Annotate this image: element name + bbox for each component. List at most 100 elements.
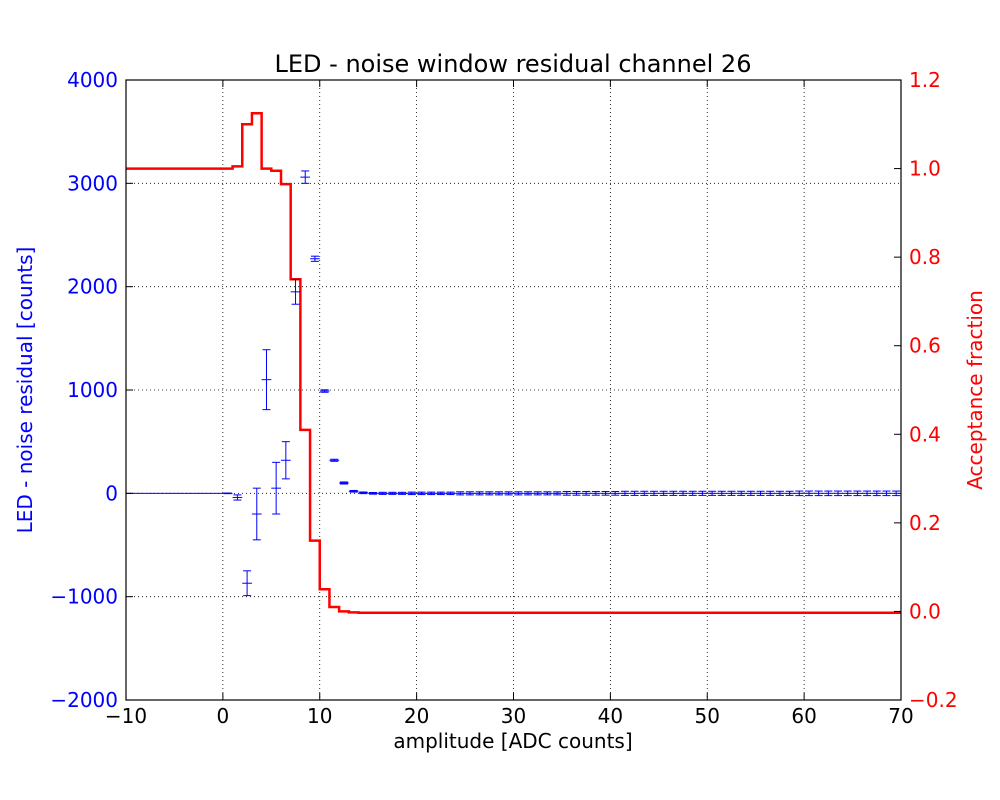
ticks-layer: −10 0 10 20 30 40 50 60 70 −2000 −1000 0 1000 2000 300… [50, 68, 957, 728]
residual-errorbar [339, 481, 349, 485]
y-left-tick-label: 0 [105, 481, 118, 505]
chart-title: LED - noise window residual channel 26 [275, 50, 752, 78]
y-left-tick-label: −2000 [50, 688, 118, 712]
residual-errorbar [658, 490, 669, 496]
residual-errorbar [300, 170, 311, 184]
residual-errorbar [571, 490, 582, 496]
residual-errorbar [251, 487, 262, 541]
x-tick-label: 50 [695, 704, 720, 728]
x-tick-label: −10 [105, 704, 147, 728]
residual-errorbar [852, 490, 863, 497]
x-tick-label: 70 [888, 704, 913, 728]
residual-errorbar [222, 492, 233, 495]
residual-errorbar [406, 491, 417, 496]
residual-errorbar [804, 490, 814, 497]
residual-errorbar [232, 494, 243, 501]
y-right-tick-label: 0.4 [909, 422, 941, 446]
residual-errorbar [775, 490, 785, 496]
residual-errorbar [358, 491, 369, 495]
residual-errorbar [813, 490, 824, 497]
residual-errorbar [842, 490, 853, 497]
residual-errorbar [620, 490, 630, 496]
residual-errorbar [319, 389, 330, 393]
y-right-tick-label: −0.2 [909, 688, 958, 712]
y-right-tick-label: 0.2 [909, 511, 941, 535]
residual-errorbar [290, 278, 301, 305]
residual-errorbar [716, 490, 727, 496]
residual-errorbar [445, 491, 456, 496]
residual-errorbar [377, 491, 388, 495]
residual-errorbar [484, 491, 495, 496]
residual-errorbar [242, 570, 252, 597]
residual-errorbar [697, 490, 708, 496]
residual-errorbar [348, 489, 359, 493]
residual-errorbar [523, 491, 533, 496]
residual-errorbar [823, 490, 834, 497]
y-right-tick-label: 0.0 [909, 599, 941, 623]
residual-errorbar [368, 492, 378, 495]
residual-errorbar [881, 490, 892, 497]
y-left-tick-label: 2000 [67, 275, 118, 299]
residual-errorbar [639, 490, 650, 496]
residual-errorbar [591, 490, 601, 496]
y-right-tick-label: 1.0 [909, 157, 941, 181]
residual-errorbar [871, 490, 882, 497]
residual-errorbar-layer [126, 170, 901, 597]
residual-errorbar [755, 490, 766, 496]
residual-errorbar [862, 490, 872, 497]
residual-errorbar [833, 490, 843, 497]
y-right-tick-label: 0.6 [909, 334, 941, 358]
residual-errorbar [465, 491, 475, 496]
y-left-tick-label: 3000 [67, 171, 118, 195]
residual-errorbar [426, 491, 436, 496]
residual-errorbar [474, 491, 485, 496]
x-tick-label: 40 [598, 704, 623, 728]
residual-errorbar [310, 255, 320, 262]
residual-errorbar [794, 490, 805, 497]
residual-errorbar [281, 441, 291, 480]
residual-errorbar [387, 491, 398, 495]
residual-errorbar [532, 491, 543, 496]
residual-errorbar [746, 490, 756, 496]
residual-errorbar [726, 490, 737, 496]
residual-errorbar [329, 458, 340, 462]
residual-errorbar [678, 490, 688, 496]
residual-errorbar [397, 491, 407, 495]
x-tick-label: 0 [217, 704, 230, 728]
residual-errorbar [494, 491, 504, 496]
residual-errorbar [271, 461, 281, 515]
y-left-axis-title: LED - noise residual [counts] [13, 247, 37, 534]
y-left-tick-label: 1000 [67, 378, 118, 402]
residual-errorbar [416, 491, 427, 496]
y-right-axis-title: Acceptance fraction [963, 290, 987, 490]
y-right-tick-label: 0.8 [909, 245, 941, 269]
residual-errorbar [687, 490, 698, 496]
x-tick-label: 20 [404, 704, 429, 728]
residual-errorbar [542, 491, 553, 496]
residual-errorbar [513, 491, 524, 496]
x-tick-label: 60 [791, 704, 816, 728]
y-right-tick-label: 1.2 [909, 68, 941, 92]
x-axis-title: amplitude [ADC counts] [393, 729, 632, 753]
residual-errorbar [581, 490, 591, 496]
residual-errorbar [765, 490, 776, 496]
residual-errorbar [736, 490, 746, 496]
residual-errorbar [707, 490, 717, 496]
residual-errorbar [891, 490, 901, 497]
residual-errorbar [629, 490, 640, 496]
residual-errorbar [552, 491, 562, 496]
residual-errorbar [610, 490, 621, 496]
residual-errorbar [649, 490, 659, 496]
y-left-tick-label: −1000 [50, 585, 118, 609]
residual-errorbar [455, 491, 466, 496]
residual-errorbar [503, 491, 514, 496]
residual-errorbar [668, 490, 679, 496]
residual-errorbar [600, 490, 611, 496]
y-left-tick-label: 4000 [67, 68, 118, 92]
residual-errorbar [561, 490, 572, 496]
residual-errorbar [784, 490, 795, 496]
residual-errorbar [436, 491, 446, 496]
x-tick-label: 10 [307, 704, 332, 728]
